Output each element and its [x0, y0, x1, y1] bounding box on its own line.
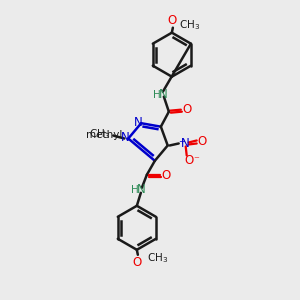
Text: O: O	[197, 135, 206, 148]
Text: O: O	[184, 154, 193, 167]
Text: ⁻: ⁻	[193, 155, 199, 166]
Text: O: O	[161, 169, 170, 182]
Text: N: N	[181, 137, 190, 150]
Text: N: N	[136, 183, 145, 196]
Text: N: N	[158, 88, 167, 101]
Text: O: O	[182, 103, 191, 116]
Text: methyl: methyl	[86, 130, 122, 140]
Text: H: H	[131, 185, 139, 195]
Text: N: N	[121, 131, 130, 144]
Text: +: +	[178, 137, 185, 146]
Text: O: O	[132, 256, 142, 269]
Text: N: N	[134, 116, 142, 129]
Text: O: O	[167, 14, 176, 27]
Text: CH$_3$: CH$_3$	[179, 18, 200, 32]
Text: H: H	[153, 90, 161, 100]
Text: CH$_3$: CH$_3$	[147, 251, 168, 265]
Text: CH$_3$: CH$_3$	[89, 128, 110, 141]
